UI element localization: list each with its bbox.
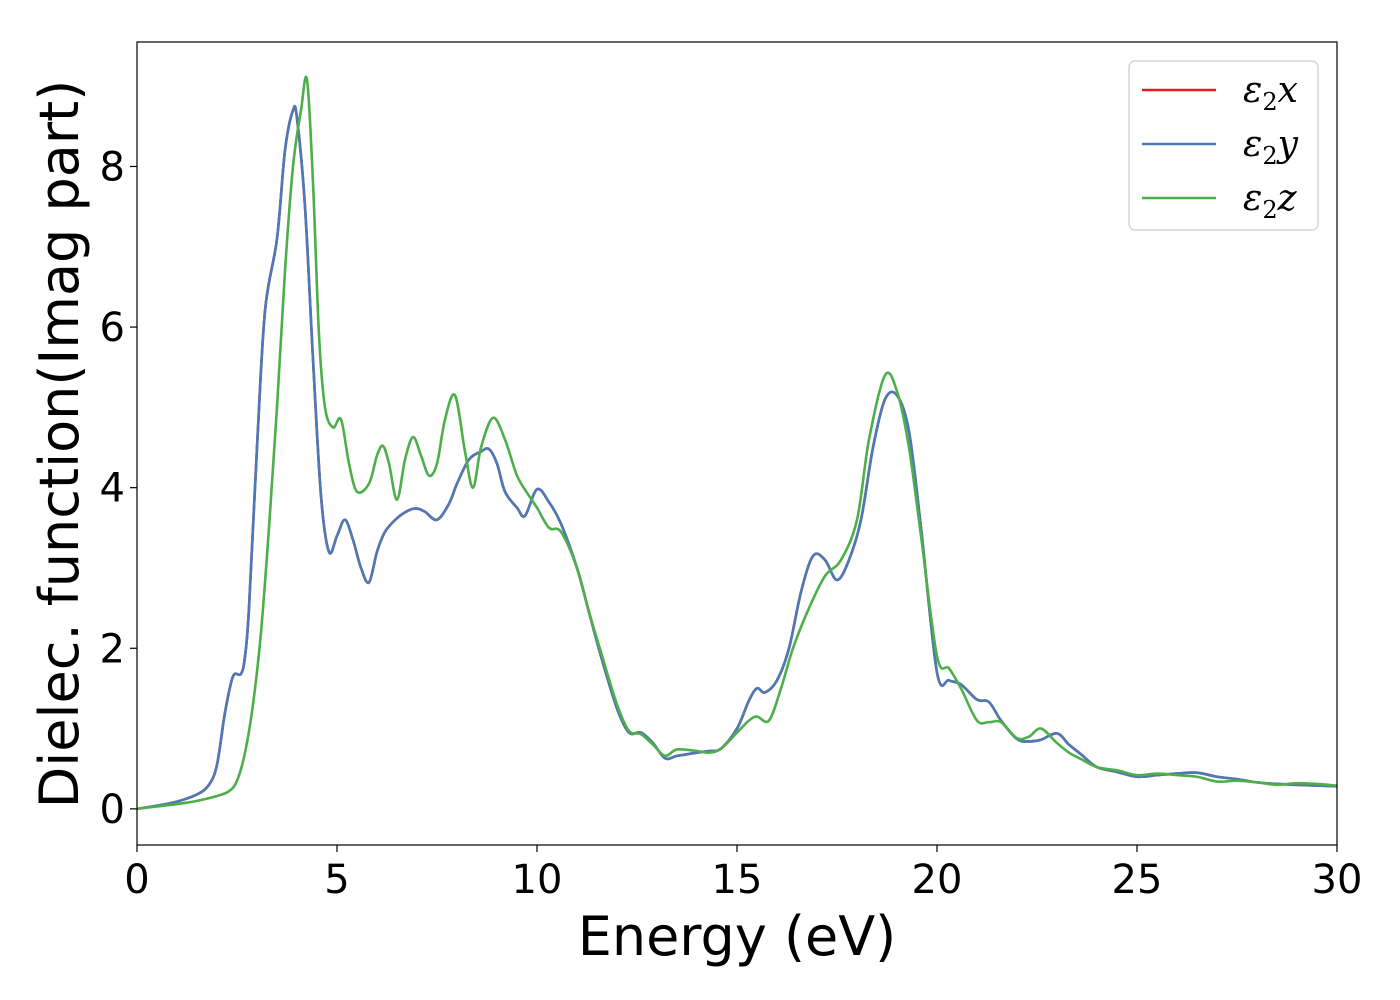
series-layer	[137, 75, 1337, 811]
y-tick-label: 6	[100, 305, 125, 351]
y-tick-label: 0	[100, 787, 125, 833]
y-tick-label: 8	[100, 144, 125, 190]
series-line-z	[137, 75, 1337, 811]
legend-label-y: ε2y	[1243, 124, 1299, 170]
y-tick-label: 4	[100, 466, 125, 512]
x-tick-label: 20	[912, 857, 963, 903]
x-tick-label: 10	[512, 857, 563, 903]
x-tick-label: 5	[324, 857, 349, 903]
x-tick-label: 0	[124, 857, 149, 903]
legend: ε2x ε2y ε2z	[1128, 60, 1319, 231]
tick-layer: 0 5 10 15 20 25 30 0 2 4 6 8	[100, 144, 1363, 903]
legend-label-z: ε2z	[1243, 178, 1298, 224]
y-axis-title: Dielec. function(Imag part)	[28, 80, 91, 809]
x-axis-title: Energy (eV)	[578, 905, 897, 968]
x-tick-label: 15	[712, 857, 763, 903]
y-tick-label: 2	[100, 626, 125, 672]
legend-box	[1128, 60, 1319, 231]
x-tick-label: 25	[1112, 857, 1163, 903]
x-tick-label: 30	[1312, 857, 1363, 903]
series-line-y	[137, 104, 1337, 811]
legend-label-x: ε2x	[1243, 70, 1298, 116]
